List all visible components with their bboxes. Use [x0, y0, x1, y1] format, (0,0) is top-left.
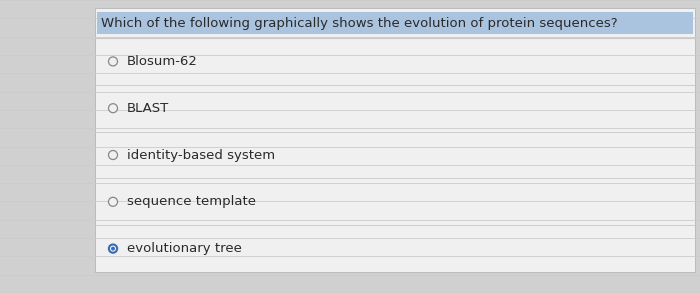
Bar — [97, 12, 693, 34]
Text: Which of the following graphically shows the evolution of protein sequences?: Which of the following graphically shows… — [101, 16, 617, 30]
Circle shape — [108, 197, 118, 206]
Circle shape — [108, 104, 118, 113]
Text: BLAST: BLAST — [127, 102, 169, 115]
Text: sequence template: sequence template — [127, 195, 256, 208]
Circle shape — [111, 247, 115, 251]
Circle shape — [108, 57, 118, 66]
Circle shape — [108, 244, 118, 253]
Circle shape — [110, 246, 116, 252]
Text: identity-based system: identity-based system — [127, 149, 275, 161]
Text: Blosum-62: Blosum-62 — [127, 55, 198, 68]
Circle shape — [108, 151, 118, 159]
Text: evolutionary tree: evolutionary tree — [127, 242, 242, 255]
Bar — [95, 8, 695, 272]
